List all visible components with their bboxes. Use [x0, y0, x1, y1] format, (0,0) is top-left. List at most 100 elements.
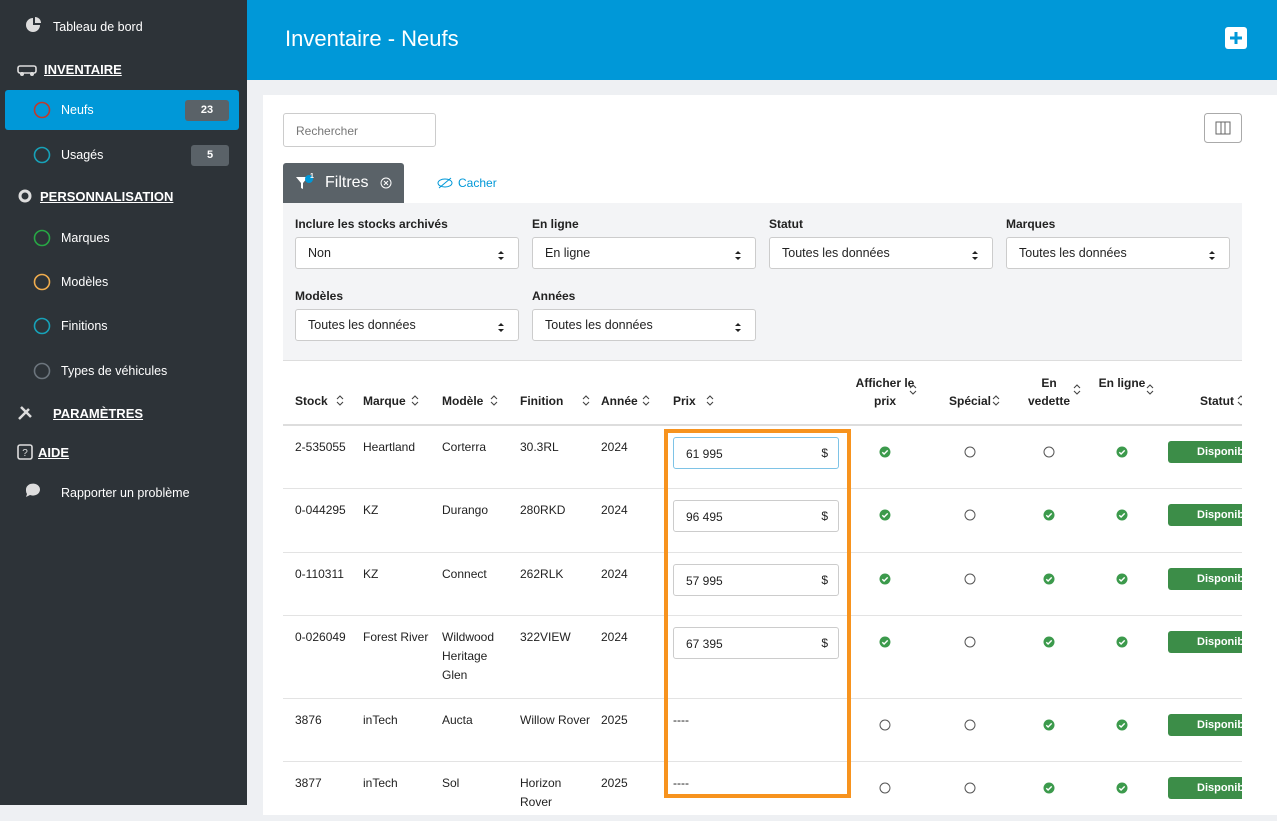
flag-online-svg — [1116, 446, 1128, 458]
select-arrows-svg — [1209, 251, 1215, 260]
cell-brand: inTech — [363, 713, 398, 727]
filter-select[interactable]: Toutes les données — [1006, 237, 1230, 269]
sidebar: Tableau de bord INVENTAIRE Neufs 23 Usagés 5 P… — [0, 0, 247, 805]
nav-item[interactable]: Neufs — [61, 103, 94, 117]
count-badge: 5 — [191, 145, 229, 166]
select-arrows — [497, 248, 505, 266]
column-header[interactable]: En ligne — [1098, 376, 1146, 390]
nav-item[interactable]: Modèles — [61, 275, 109, 289]
filter-select[interactable]: En ligne — [532, 237, 756, 269]
column-header[interactable]: Marque — [363, 394, 406, 408]
row-border — [283, 488, 1242, 489]
columns-button[interactable] — [1204, 113, 1242, 143]
status-circle-svg — [33, 317, 51, 335]
nav-item[interactable]: Finitions — [61, 319, 108, 333]
cell-stock: 3876 — [295, 713, 322, 727]
flag-special — [964, 718, 976, 736]
flag-online — [1116, 718, 1128, 736]
flag-show_price-svg — [879, 782, 891, 794]
flag-online — [1116, 781, 1128, 799]
cell-stock: 2-535055 — [295, 440, 346, 454]
status-circle — [33, 273, 51, 296]
column-header[interactable]: En vedette — [1027, 376, 1071, 408]
search-input[interactable]: Rechercher — [283, 113, 436, 147]
cell-year: 2024 — [601, 567, 628, 581]
nav-item[interactable]: Types de véhicules — [61, 364, 168, 378]
price-input[interactable]: 61 995 $ — [673, 437, 839, 469]
column-header[interactable]: Afficher le prix — [855, 376, 915, 408]
flag-featured-svg — [1043, 782, 1055, 794]
price-empty: ---- — [673, 776, 689, 790]
close-icon[interactable] — [380, 177, 392, 189]
sort-icon-svg — [909, 384, 917, 395]
cell-model: Corterra — [442, 440, 487, 454]
filters-tab[interactable]: 1 Filtres — [283, 163, 404, 203]
cell-model: Aucta — [442, 713, 473, 727]
cell-year: 2024 — [601, 440, 628, 454]
column-header[interactable]: Prix — [673, 394, 696, 408]
flag-show_price — [879, 572, 891, 590]
filter-select[interactable]: Toutes les données — [769, 237, 993, 269]
add-button[interactable] — [1225, 27, 1247, 49]
price-input[interactable]: 67 395 $ — [673, 627, 839, 659]
filter-label: Statut — [769, 217, 803, 231]
nav-section[interactable]: PERSONNALISATION — [40, 189, 174, 204]
header: Inventaire - Neufs — [247, 0, 1277, 80]
nav-section[interactable]: AIDE — [38, 445, 70, 460]
status-circle — [33, 317, 51, 340]
sort-icon-svg — [1073, 384, 1081, 395]
section-icon-svg — [18, 189, 32, 203]
currency: $ — [821, 509, 828, 523]
select-arrows-svg — [972, 251, 978, 260]
sort-icon-svg — [583, 395, 590, 406]
flag-special-svg — [964, 509, 976, 521]
filter-select[interactable]: Toutes les données — [295, 309, 519, 341]
price-input[interactable]: 96 495 $ — [673, 500, 839, 532]
flag-special-svg — [964, 782, 976, 794]
column-header[interactable]: Modèle — [442, 394, 484, 408]
cell-trim: Horizon Rover — [520, 776, 562, 809]
nav-item[interactable]: Tableau de bord — [53, 20, 143, 34]
flag-online — [1116, 445, 1128, 463]
status-circle — [33, 229, 51, 252]
column-header[interactable]: Finition — [520, 394, 564, 408]
flag-show_price — [879, 781, 891, 799]
filter-select[interactable]: Toutes les données — [532, 309, 756, 341]
select-arrows-svg — [498, 251, 504, 260]
section-icon: ? — [17, 444, 37, 467]
flag-show_price — [879, 445, 891, 463]
status-circle — [33, 101, 51, 124]
price-input[interactable]: 57 995 $ — [673, 564, 839, 596]
cell-stock: 0-044295 — [295, 503, 346, 517]
section-icon — [17, 61, 37, 84]
flag-special-svg — [964, 446, 976, 458]
flag-featured-svg — [1043, 719, 1055, 731]
nav-section[interactable]: PARAMÈTRES — [53, 406, 144, 421]
select-arrows — [971, 248, 979, 266]
status-circle — [33, 362, 51, 385]
cell-trim: 30.3RL — [520, 440, 559, 454]
nav-section[interactable]: INVENTAIRE — [44, 62, 122, 77]
column-header[interactable]: Stock — [295, 394, 328, 408]
status-circle-svg — [33, 146, 51, 164]
status-badge: Disponible — [1168, 714, 1242, 736]
sort-icon — [1073, 383, 1081, 401]
cell-brand: KZ — [363, 567, 379, 581]
column-header[interactable]: Année — [601, 394, 638, 408]
column-header[interactable]: Spécial — [948, 394, 992, 408]
price-value: 57 995 — [686, 574, 723, 588]
status-badge: Disponible — [1168, 504, 1242, 526]
nav-icon-svg — [26, 17, 41, 32]
sort-icon — [336, 394, 344, 412]
column-header[interactable]: Statut — [1200, 394, 1234, 408]
nav-item[interactable]: Rapporter un problème — [61, 486, 190, 500]
nav-item[interactable]: Marques — [61, 231, 110, 245]
hide-link[interactable]: Cacher — [458, 176, 497, 190]
content-card: Rechercher 1 Filtres Cacher Inclure les … — [263, 95, 1277, 815]
filter-icon — [296, 175, 313, 189]
cell-trim: Willow Rover — [520, 713, 591, 727]
status-circle-svg — [33, 362, 51, 380]
inventory-table: Stock Marque Modèle Finition Année Prix Affich… — [283, 360, 1242, 821]
filter-select[interactable]: Non — [295, 237, 519, 269]
nav-item[interactable]: Usagés — [61, 148, 104, 162]
